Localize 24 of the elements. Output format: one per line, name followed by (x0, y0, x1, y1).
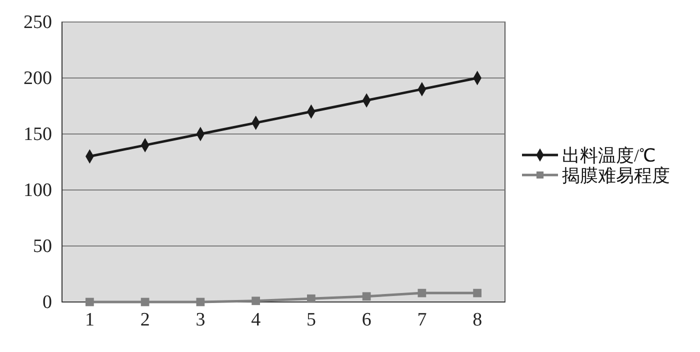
x-tick-label: 6 (362, 309, 372, 330)
point (86, 298, 94, 306)
y-tick-label: 50 (33, 236, 52, 258)
x-tick-label: 7 (417, 309, 427, 330)
y-tick-label: 100 (24, 180, 52, 202)
x-tick-label: 3 (196, 309, 206, 330)
point (307, 294, 316, 303)
point (362, 292, 371, 301)
point (252, 296, 260, 306)
y-tick-label: 0 (42, 292, 52, 314)
point (418, 288, 426, 298)
y-tick-label: 150 (24, 124, 52, 146)
point (196, 298, 205, 306)
y-tick-label: 200 (24, 68, 52, 90)
legend-label: 揭膜难易程度 (562, 165, 670, 186)
y-tick-label: 250 (24, 12, 52, 34)
x-tick-label: 2 (140, 309, 150, 330)
legend-label: 出料温度/℃ (562, 145, 656, 166)
point (473, 288, 482, 298)
x-tick-label: 4 (251, 309, 262, 330)
x-tick-label: 8 (472, 309, 482, 330)
x-tick-label: 1 (84, 309, 94, 330)
point (140, 298, 150, 306)
x-tick-label: 5 (306, 309, 316, 330)
